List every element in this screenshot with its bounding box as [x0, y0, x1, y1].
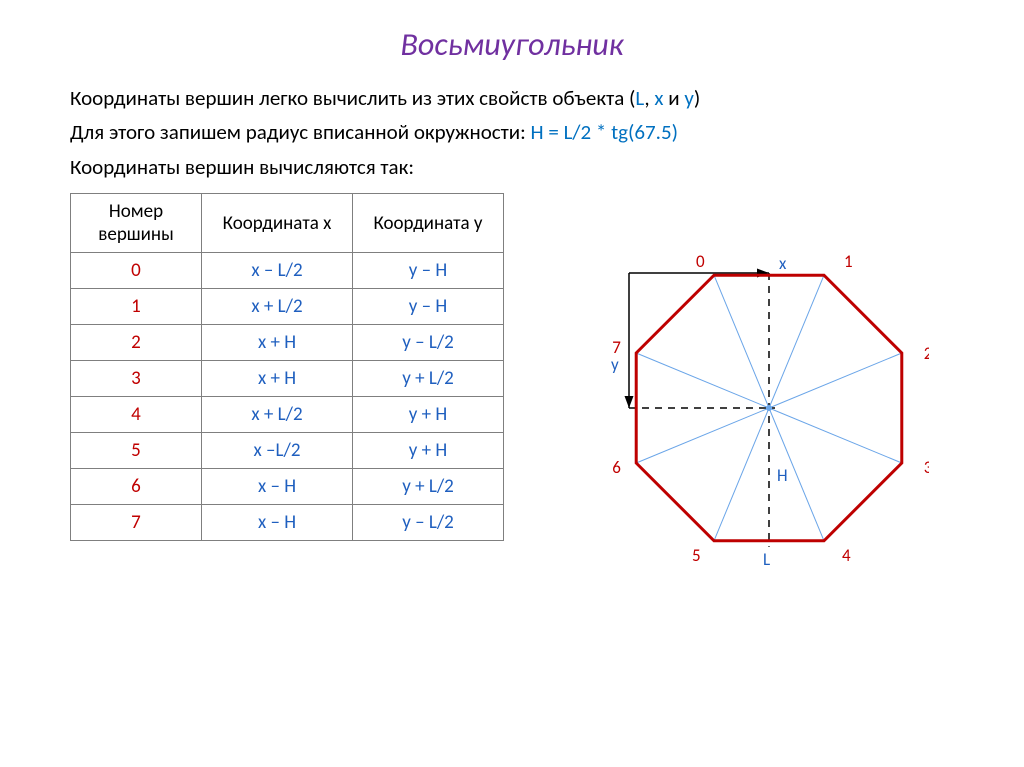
text-span: Координаты вершин легко вычислить из эти… [70, 85, 635, 111]
formula-span: H = L/2 * tg(67.5) [531, 119, 678, 145]
table-row: 2x + Hy – L/2 [71, 325, 504, 361]
cell-index: 1 [71, 289, 202, 325]
octagon-spoke [769, 353, 902, 408]
vertex-label: 5 [692, 545, 701, 566]
cell-index: 3 [71, 361, 202, 397]
intro-line-2: Для этого запишем радиус вписанной окруж… [70, 118, 954, 146]
label-H: H [777, 465, 788, 486]
text-span: Для этого запишем радиус вписанной окруж… [70, 119, 531, 145]
table-row: 5x –L/2y + H [71, 433, 504, 469]
cell-x: x + L/2 [202, 289, 353, 325]
intro-line-3: Координаты вершин вычисляются так: [70, 153, 954, 181]
table-row: 4x + L/2y + H [71, 397, 504, 433]
vertex-table: Номер вершиныКоордината xКоордината y0x … [70, 193, 504, 541]
cell-x: x – H [202, 469, 353, 505]
page-title: Восьмиугольник [70, 25, 954, 64]
cell-index: 2 [71, 325, 202, 361]
text-span: , [644, 85, 654, 111]
label-L: L [763, 549, 770, 570]
vertex-label: 3 [924, 457, 929, 478]
vertex-label: 2 [924, 343, 929, 364]
vertex-label: 6 [612, 457, 621, 478]
cell-y: y + H [353, 433, 504, 469]
octagon-spoke [714, 408, 769, 541]
octagon-spoke [769, 275, 824, 408]
cell-y: y + L/2 [353, 361, 504, 397]
vertex-label: 4 [842, 545, 851, 566]
cell-y: y – L/2 [353, 325, 504, 361]
cell-y: y + H [353, 397, 504, 433]
table-row: 7x – Hy – L/2 [71, 505, 504, 541]
cell-index: 5 [71, 433, 202, 469]
cell-x: x + H [202, 361, 353, 397]
cell-y: y + L/2 [353, 469, 504, 505]
text-span: и [664, 85, 685, 111]
text-span: ) [694, 85, 700, 111]
cell-index: 6 [71, 469, 202, 505]
octagon-diagram: 01234567xyLH [569, 223, 929, 583]
cell-index: 7 [71, 505, 202, 541]
cell-y: y – H [353, 289, 504, 325]
octagon-spoke [636, 408, 769, 463]
table-header: Координата x [202, 194, 353, 253]
cell-x: x – H [202, 505, 353, 541]
cell-y: y – H [353, 253, 504, 289]
vertex-label: 1 [844, 251, 853, 272]
table-row: 1x + L/2y – H [71, 289, 504, 325]
octagon-spoke [636, 353, 769, 408]
cell-y: y – L/2 [353, 505, 504, 541]
table-header: Координата y [353, 194, 504, 253]
cell-index: 4 [71, 397, 202, 433]
table-header: Номер вершины [71, 194, 202, 253]
var-x: x [654, 85, 663, 111]
vertex-label: 0 [696, 251, 705, 272]
axis-label-x: x [779, 253, 787, 274]
octagon-spoke [769, 408, 902, 463]
cell-x: x + L/2 [202, 397, 353, 433]
axis-label-y: y [611, 354, 619, 375]
cell-x: x – L/2 [202, 253, 353, 289]
cell-x: x –L/2 [202, 433, 353, 469]
center-point [766, 405, 772, 411]
intro-line-1: Координаты вершин легко вычислить из эти… [70, 84, 954, 112]
table-row: 0x – L/2y – H [71, 253, 504, 289]
cell-index: 0 [71, 253, 202, 289]
table-row: 6x – Hy + L/2 [71, 469, 504, 505]
table-row: 3x + Hy + L/2 [71, 361, 504, 397]
octagon-spoke [714, 275, 769, 408]
var-y: y [684, 85, 694, 111]
cell-x: x + H [202, 325, 353, 361]
